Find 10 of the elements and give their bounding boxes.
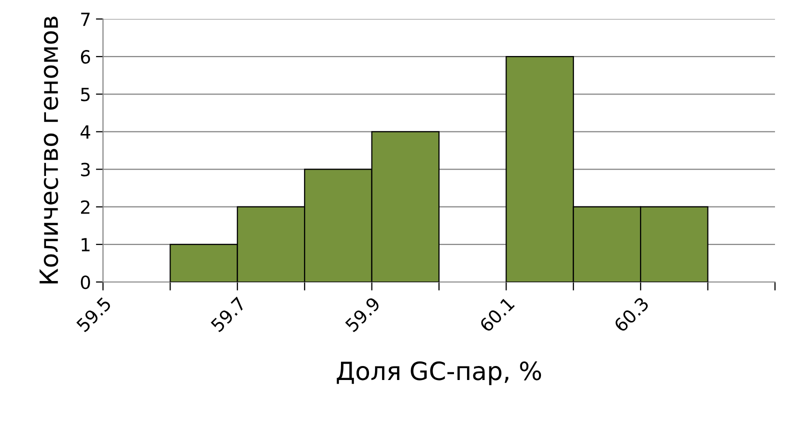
y-tick-label: 0 — [80, 275, 90, 290]
x-axis-title: Доля GC-пар, % — [336, 361, 542, 386]
y-tick-label: 5 — [81, 88, 90, 102]
y-tick-label: 1 — [82, 238, 90, 252]
y-axis-title: Количество геномов — [40, 16, 58, 284]
y-tick-label: 3 — [81, 162, 90, 176]
y-tick-label: 7 — [81, 12, 90, 26]
y-tick-label: 6 — [80, 50, 90, 64]
y-tick-label: 2 — [81, 200, 90, 214]
y-tick-label: 4 — [80, 125, 90, 139]
